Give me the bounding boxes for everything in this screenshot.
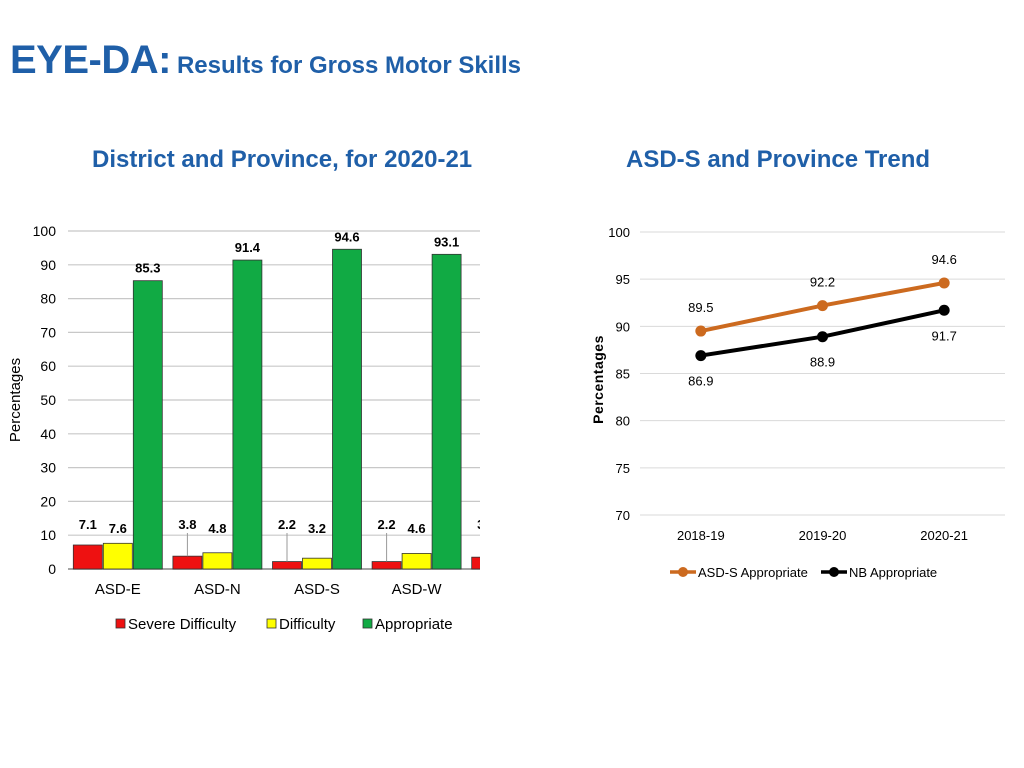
- bar-data-label: 91.4: [235, 240, 261, 255]
- bar-chart: 0 10 20 30 40 50 60 70 80 90 100 Percentages ASD-E 7.…: [7, 223, 480, 633]
- bar-difficulty: [102, 542, 133, 570]
- line-y-tick-label: 90: [616, 319, 630, 334]
- bar-difficulty: [202, 552, 233, 570]
- line-y-tick-label: 80: [616, 414, 630, 429]
- bar-legend: Severe Difficulty Difficulty Appropriate: [115, 616, 453, 633]
- bar-y-tick-label: 20: [40, 493, 56, 509]
- line-data-label: 91.7: [932, 328, 957, 343]
- line-point: [938, 304, 950, 316]
- line-y-axis-label: Percentages: [590, 335, 606, 424]
- line-y-tick-label: 100: [608, 225, 630, 240]
- bar-data-label: 4.6: [408, 521, 426, 536]
- bar-severe-difficulty: [471, 556, 480, 570]
- bar-legend-swatch: [115, 618, 126, 629]
- line-y-tick-label: 75: [616, 461, 630, 476]
- line-point: [695, 350, 707, 362]
- bar-chart-title: District and Province, for 2020-21: [92, 146, 473, 173]
- line-data-label: 94.6: [932, 252, 957, 267]
- bar-x-tick-label: ASD-N: [194, 581, 241, 598]
- bar-data-label: 94.6: [334, 229, 359, 244]
- bar-y-tick-label: 70: [40, 324, 56, 340]
- bar-data-label: 2.2: [278, 517, 296, 532]
- line-legend-label: ASD-S Appropriate: [698, 565, 808, 580]
- bar-appropriate: [232, 259, 263, 570]
- bar-severe-difficulty: [272, 561, 302, 570]
- line-data-label: 89.5: [688, 300, 713, 315]
- line-data-label: 88.9: [810, 355, 835, 370]
- bar-y-tick-label: 60: [40, 358, 56, 374]
- line-chart: 70 75 80 85 90 95 100 Percentages 2018-19 2019-20…: [590, 225, 1005, 580]
- bar-y-tick-label: 80: [40, 291, 56, 307]
- bar-y-axis-label: Percentages: [7, 358, 24, 442]
- line-data-label: 86.9: [688, 374, 713, 389]
- bar-data-label: 3.8: [178, 517, 196, 532]
- bar-x-tick-label: ASD-E: [95, 581, 141, 598]
- bar-data-label: 2.2: [378, 517, 396, 532]
- bar-y-tick-label: 90: [40, 257, 56, 273]
- line-point: [938, 277, 950, 289]
- bar-legend-label: Difficulty: [279, 616, 336, 633]
- line-x-tick-label: 2020-21: [920, 528, 968, 543]
- bar-x-tick-label: ASD-S: [294, 581, 340, 598]
- line-point: [695, 325, 707, 337]
- bar-y-tick-label: 30: [40, 460, 56, 476]
- line-x-tick-label: 2019-20: [799, 528, 847, 543]
- bar-difficulty: [302, 557, 332, 570]
- bar-data-label: 7.1: [79, 517, 97, 532]
- page-title: EYE-DA: Results for Gross Motor Skills: [10, 38, 521, 83]
- bar-legend-swatch: [362, 618, 373, 629]
- line-point: [817, 300, 828, 312]
- bar-y-tick-label: 40: [40, 426, 56, 442]
- line-legend: ASD-S Appropriate NB Appropriate: [670, 565, 937, 580]
- line-x-tick-label: 2018-19: [677, 528, 725, 543]
- line-legend-label: NB Appropriate: [849, 565, 937, 580]
- line-legend-marker: [678, 567, 688, 577]
- bar-data-label: 3.5: [477, 517, 480, 532]
- line-data-label: 92.2: [810, 275, 835, 290]
- bar-y-tick-label: 10: [40, 527, 56, 543]
- line-y-tick-label: 70: [616, 508, 630, 523]
- bar-y-tick-label: 50: [40, 392, 56, 408]
- bar-severe-difficulty: [172, 555, 203, 570]
- page-title-main: EYE-DA:: [10, 38, 171, 82]
- bar-data-label: 7.6: [109, 521, 127, 536]
- bar-appropriate: [332, 248, 362, 570]
- bar-legend-label: Appropriate: [375, 616, 453, 633]
- bar-appropriate: [431, 253, 462, 570]
- line-point: [817, 331, 828, 343]
- line-legend-marker: [829, 567, 839, 577]
- line-y-tick-label: 85: [616, 367, 630, 382]
- bar-legend-label: Severe Difficulty: [128, 616, 237, 633]
- bar-data-label: 85.3: [135, 261, 160, 276]
- line-y-tick-label: 95: [616, 272, 630, 287]
- line-chart-title: ASD-S and Province Trend: [626, 146, 931, 173]
- bar-severe-difficulty: [371, 561, 402, 570]
- bar-difficulty: [401, 553, 432, 570]
- bar-data-label: 3.2: [308, 521, 326, 536]
- bar-legend-swatch: [266, 618, 277, 629]
- bar-appropriate: [132, 280, 163, 570]
- bar-y-tick-label: 0: [48, 561, 56, 577]
- bar-data-label: 4.8: [208, 521, 226, 536]
- bar-grid: [68, 230, 480, 570]
- bar-severe-difficulty: [72, 544, 103, 570]
- bar-x-tick-label: ASD-W: [392, 581, 443, 598]
- page-title-sub: Results for Gross Motor Skills: [176, 52, 522, 79]
- bar-y-tick-label: 100: [33, 223, 57, 239]
- bar-data-label: 93.1: [434, 234, 459, 249]
